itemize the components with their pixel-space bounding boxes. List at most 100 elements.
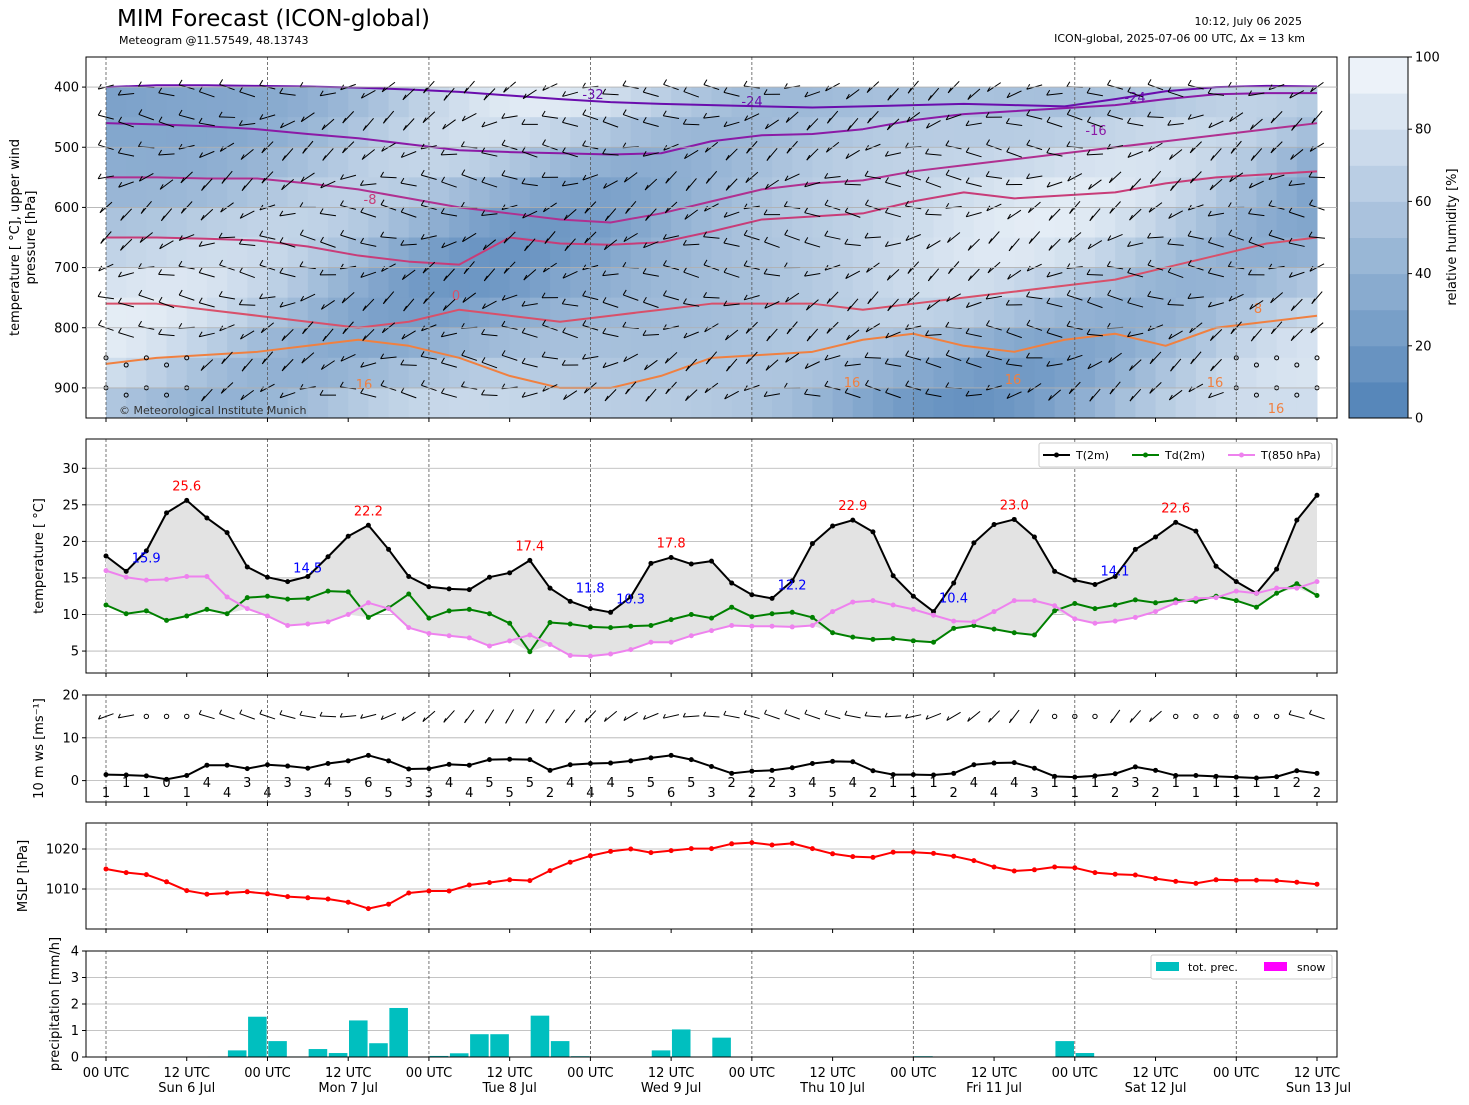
wind-barb-icon (239, 86, 244, 93)
humidity-cell (994, 147, 1015, 178)
data-point (123, 870, 129, 876)
data-point (628, 647, 634, 653)
wind-barb-icon (725, 148, 738, 161)
wind-barb-icon (541, 292, 546, 298)
data-point (386, 606, 392, 612)
wind-barb-icon (806, 335, 811, 342)
humidity-cell (267, 117, 289, 148)
humidity-cell (711, 147, 733, 178)
humidity-cell (126, 237, 147, 269)
wind-barb-icon (1228, 295, 1233, 302)
wind-barb-icon (784, 175, 789, 181)
wind-barb-icon (198, 709, 202, 715)
data-point (668, 617, 674, 623)
humidity-cell (1094, 327, 1116, 359)
wind-barb-icon (1168, 330, 1183, 340)
wind-barb-icon (664, 358, 669, 364)
wind-barb-icon (683, 123, 700, 126)
wind-barb-icon (845, 149, 860, 160)
wind-barb-icon (1048, 389, 1062, 401)
data-point (1112, 771, 1118, 777)
humidity-cell (1256, 267, 1278, 299)
wind-barb-icon (764, 273, 781, 277)
day-label: Sun 13 Jul (1286, 1081, 1351, 1096)
humidity-cell (671, 327, 692, 359)
humidity-cell (509, 327, 531, 359)
humidity-cell (529, 207, 551, 238)
data-point (466, 882, 472, 888)
wind-barb-icon (683, 243, 700, 246)
wind-barb-icon (522, 210, 538, 219)
wind-barb-icon (239, 243, 256, 246)
wind-barb-icon (744, 713, 760, 720)
wind-barb-icon (322, 335, 327, 342)
y-tick-label: 500 (54, 141, 79, 156)
wind-barb-icon (602, 328, 607, 334)
wind-barb-icon (1087, 301, 1103, 309)
wind-barb-icon (360, 206, 365, 213)
humidity-cell (630, 207, 652, 238)
wind-barb-icon (300, 112, 315, 123)
data-point (426, 584, 432, 590)
wind-speed-label: 1 (1252, 776, 1260, 791)
wind-barb-icon (481, 210, 485, 216)
humidity-cell (388, 297, 410, 329)
wind-barb-icon (1290, 305, 1295, 311)
wind-barb-icon (662, 324, 667, 330)
wind-barb-icon (967, 275, 972, 281)
humidity-cell (1236, 87, 1257, 118)
wind-barb-icon (400, 359, 405, 365)
wind-barb-icon (1046, 302, 1063, 308)
y-tick-label: 2 (71, 998, 79, 1013)
humidity-cell (428, 87, 450, 118)
wind-barb-icon (1311, 118, 1316, 124)
y-axis-label: MSLP [hPa] (16, 840, 31, 912)
wind-speed-label: 3 (284, 776, 292, 791)
humidity-cell (1155, 237, 1177, 269)
wind-barb-icon (1006, 363, 1023, 367)
wind-barb-icon (1107, 233, 1123, 242)
wind-barb-icon (301, 352, 315, 364)
humidity-cell (731, 117, 753, 148)
calm-wind-icon (1253, 362, 1259, 368)
humidity-cell (368, 117, 390, 148)
wind-barb-icon (221, 178, 226, 184)
humidity-cell (408, 117, 430, 148)
data-point (1294, 581, 1300, 587)
wind-barb-icon (1048, 238, 1061, 251)
wind-barb-icon (360, 242, 377, 247)
wind-barb-icon (845, 392, 861, 399)
data-point (749, 768, 755, 774)
humidity-cell (1034, 177, 1056, 208)
wind-barb-icon (564, 245, 569, 251)
humidity-cell (408, 147, 430, 178)
wind-barb-icon (440, 149, 445, 156)
data-point (345, 533, 351, 539)
y-tick-label: 800 (54, 321, 79, 336)
humidity-cell (731, 297, 753, 329)
humidity-cell (186, 237, 208, 269)
wind-barb-icon (745, 358, 750, 364)
wind-barb-icon (723, 714, 740, 719)
wind-barb-icon (300, 293, 316, 302)
wind-speed-label: 1 (122, 776, 130, 791)
wind-barb-icon (300, 116, 305, 122)
humidity-cell (106, 147, 127, 178)
wind-speed-label: 2 (748, 786, 756, 801)
humidity-cell (126, 87, 147, 118)
wind-barb-icon (804, 361, 820, 369)
humidity-cell (1115, 267, 1136, 299)
humidity-cell (267, 387, 289, 419)
humidity-cell (146, 177, 168, 208)
data-point (1274, 590, 1280, 596)
wind-barb-icon (1270, 111, 1283, 124)
humidity-cell (1014, 237, 1035, 269)
humidity-cell (1175, 327, 1197, 359)
humidity-cell (1276, 357, 1298, 389)
data-point (1011, 598, 1017, 604)
wind-barb-icon (864, 711, 868, 717)
humidity-cell (509, 207, 531, 238)
data-point (910, 772, 916, 778)
humidity-cell (1094, 357, 1116, 389)
